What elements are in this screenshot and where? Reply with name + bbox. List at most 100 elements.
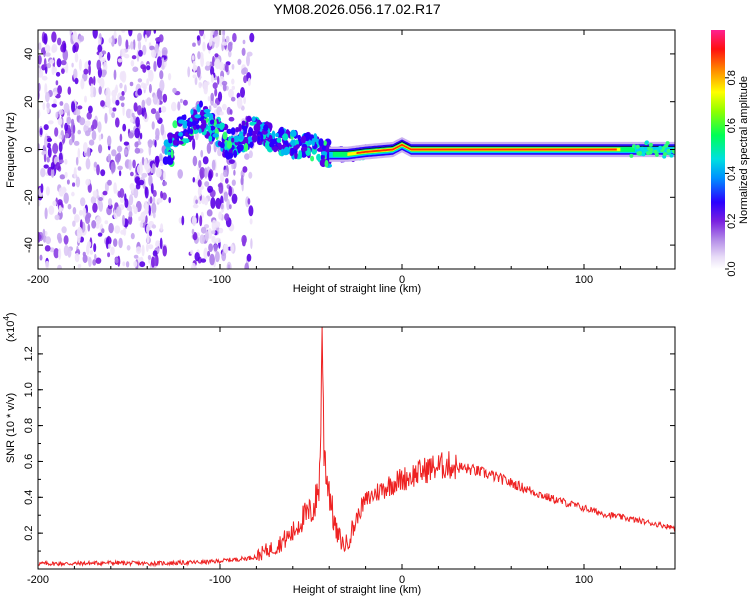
noise-blob (64, 158, 68, 165)
noise-blob (148, 174, 153, 187)
noise-blob (87, 223, 91, 232)
noise-blob (211, 235, 216, 243)
noise-blob (43, 164, 49, 169)
signal-blob (241, 120, 246, 126)
signal-blob (246, 137, 253, 143)
noise-blob (115, 117, 120, 128)
noise-blob (213, 244, 218, 252)
noise-blob (215, 237, 221, 243)
noise-blob (39, 254, 43, 261)
noise-blob (133, 39, 136, 50)
noise-blob (82, 207, 87, 219)
noise-blob (210, 66, 215, 76)
noise-blob (82, 254, 88, 263)
signal-blob (207, 125, 211, 132)
signal-blob (212, 133, 219, 138)
noise-blob (38, 42, 42, 51)
noise-blob (46, 62, 52, 69)
noise-blob (123, 141, 130, 146)
band-end-blob (643, 149, 647, 154)
noise-blob (190, 249, 194, 255)
noise-blob (77, 166, 82, 171)
noise-blob (162, 181, 167, 186)
snr-ylabel: SNR (10 * v/v) (5, 393, 17, 463)
noise-blob (224, 63, 229, 73)
noise-blob (191, 228, 195, 235)
noise-blob (124, 198, 129, 209)
signal-blob (224, 149, 229, 158)
noise-blob (187, 66, 191, 78)
noise-blob (119, 196, 125, 203)
noise-blob (38, 231, 41, 243)
noise-blob (107, 51, 111, 61)
noise-blob (217, 203, 221, 210)
noise-blob (133, 254, 139, 259)
noise-blob (61, 226, 67, 234)
noise-blob (93, 75, 96, 86)
noise-blob (144, 111, 148, 120)
noise-blob (161, 192, 167, 201)
noise-blob (44, 207, 48, 220)
noise-blob (92, 259, 97, 266)
noise-blob (194, 252, 200, 262)
noise-blob (148, 69, 154, 82)
noise-blob (56, 58, 62, 68)
x-tick-label: 100 (575, 574, 593, 586)
noise-blob (119, 71, 125, 82)
signal-blob (195, 124, 200, 129)
noise-blob (227, 41, 233, 52)
noise-blob (74, 77, 79, 85)
noise-blob (121, 214, 126, 227)
noise-blob (125, 39, 129, 50)
noise-blob (132, 159, 136, 169)
noise-blob (192, 138, 196, 151)
noise-blob (71, 101, 76, 113)
noise-blob (154, 155, 160, 165)
noise-blob (120, 102, 125, 108)
noise-blob (60, 60, 67, 66)
noise-blob (208, 170, 213, 182)
y-tick-label: 0.2 (23, 525, 35, 540)
snr-multiplier-exp: 4 (2, 316, 11, 321)
y-tick-label: 1.2 (23, 346, 35, 361)
noise-blob (221, 80, 228, 86)
noise-blob (88, 105, 93, 114)
noise-blob (110, 35, 115, 47)
noise-blob (92, 30, 98, 39)
noise-blob (55, 111, 59, 119)
noise-blob (160, 190, 163, 199)
noise-blob (58, 248, 62, 260)
noise-blob (38, 199, 41, 207)
noise-blob (155, 134, 160, 141)
noise-blob (204, 167, 208, 179)
colorbar-tick-label: 0.8 (726, 70, 738, 85)
noise-blob (227, 264, 231, 269)
x-tick-label: -200 (27, 274, 49, 286)
noise-blob (140, 211, 146, 224)
noise-blob (242, 238, 246, 247)
noise-blob (147, 139, 153, 148)
noise-blob (156, 198, 163, 203)
noise-blob (45, 236, 51, 245)
noise-blob (203, 33, 206, 40)
noise-blob (141, 156, 145, 166)
signal-blob (208, 135, 213, 142)
noise-blob (161, 47, 168, 57)
noise-blob (115, 84, 118, 91)
snr-multiplier: (x104) (2, 312, 17, 342)
signal-blob (226, 128, 232, 134)
band-end-blob (664, 143, 669, 148)
noise-blob (145, 30, 152, 37)
noise-blob (41, 150, 47, 156)
band-end-blob (638, 150, 642, 155)
noise-blob (210, 74, 214, 83)
noise-blob (108, 198, 113, 206)
noise-blob (236, 96, 243, 109)
signal-blob (170, 149, 174, 159)
signal-blob (237, 145, 242, 154)
band-end-blob (629, 153, 634, 158)
signal-blob (237, 135, 245, 140)
noise-blob (210, 197, 216, 209)
noise-blob (73, 68, 78, 80)
